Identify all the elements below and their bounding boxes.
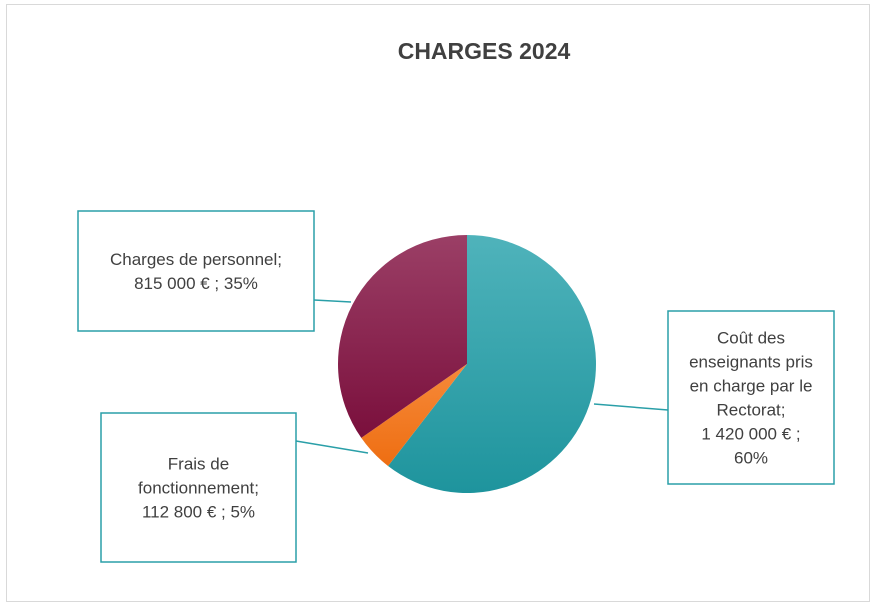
data-label-line: 60% [734,449,768,468]
callout-leader-line [313,299,352,303]
pie-slices [338,235,596,494]
callout-personnel: Charges de personnel; 815 000 € ; 35% [77,210,352,332]
callout-fonctionnement: Frais de fonctionnement; 112 800 € ; 5% [100,412,369,563]
data-label-line: Coût des [717,329,785,348]
callout-leader-line [593,403,669,411]
callout-leader-line [295,440,369,454]
callout-rectorat: Coût des enseignants pris en charge par le… [593,310,835,485]
callout-box [667,310,835,485]
data-label-line: 1 420 000 € ; [701,425,800,444]
callouts: Coût des enseignants pris en charge par le… [77,210,835,563]
data-label-line: Rectorat; [717,401,786,420]
data-label-line: en charge par le [690,377,813,396]
slice-rectorat [388,235,596,494]
slice-personnel [338,235,467,438]
data-label-line: 112 800 € ; 5% [142,503,255,522]
callout-box [77,210,315,332]
chart-title: CHARGES 2024 [397,38,571,64]
data-label-line: fonctionnement; [138,479,259,498]
slice-fonctionnement [361,364,467,467]
data-label-line: Charges de personnel; [110,250,282,269]
data-label-line: Frais de [168,455,229,474]
callout-box [100,412,297,563]
data-label-line: 815 000 € ; 35% [134,274,258,293]
data-label-line: enseignants pris [689,353,813,372]
